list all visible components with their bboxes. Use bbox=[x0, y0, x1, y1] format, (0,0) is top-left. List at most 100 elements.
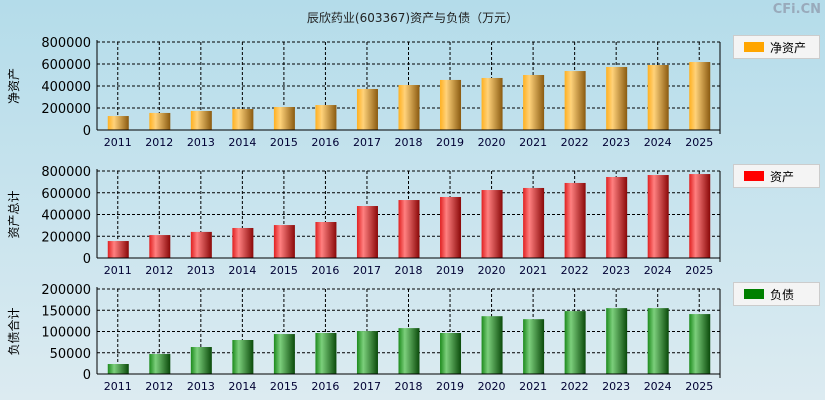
y-axis-label: 负债合计 bbox=[6, 307, 21, 355]
bar-2018 bbox=[398, 328, 420, 374]
bar-2015 bbox=[273, 225, 295, 258]
x-tick-label: 2016 bbox=[311, 380, 339, 393]
x-tick-label: 2014 bbox=[228, 264, 256, 277]
bar-2022 bbox=[564, 182, 586, 258]
bar-2020 bbox=[481, 316, 503, 374]
x-tick-label: 2011 bbox=[104, 380, 132, 393]
x-tick-label: 2017 bbox=[353, 136, 381, 149]
x-tick-label: 2016 bbox=[311, 136, 339, 149]
legend-label: 负债 bbox=[770, 287, 795, 302]
bar-2024 bbox=[647, 64, 669, 130]
legend-0: 净资产 bbox=[733, 35, 820, 59]
x-tick-label: 2012 bbox=[145, 264, 173, 277]
bar-2018 bbox=[398, 85, 420, 130]
brand-logo: CFi.CN bbox=[772, 2, 821, 17]
bar-2017 bbox=[356, 331, 378, 374]
bar-2019 bbox=[440, 332, 462, 374]
panel-1: 0 200000 400000 600000 800000 2011 2012 2013 201… bbox=[7, 165, 721, 277]
x-tick-label: 2019 bbox=[436, 380, 464, 393]
bar-2012 bbox=[149, 235, 171, 258]
y-axis-label: 净资产 bbox=[7, 68, 21, 104]
x-tick-label: 2020 bbox=[478, 380, 506, 393]
bar-2019 bbox=[440, 79, 462, 130]
y-tick-label: 200000 bbox=[41, 283, 91, 298]
x-tick-label: 2020 bbox=[478, 136, 506, 149]
bar-2011 bbox=[107, 364, 129, 374]
x-tick-label: 2024 bbox=[644, 136, 672, 149]
legend-label: 资产 bbox=[770, 169, 795, 184]
x-tick-label: 2012 bbox=[145, 136, 173, 149]
x-tick-label: 2019 bbox=[436, 136, 464, 149]
y-tick-label: 800000 bbox=[41, 36, 91, 51]
x-tick-label: 2021 bbox=[519, 380, 547, 393]
x-tick-label: 2016 bbox=[311, 264, 339, 277]
x-tick-label: 2015 bbox=[270, 264, 298, 277]
x-tick-label: 2018 bbox=[395, 380, 423, 393]
bar-2016 bbox=[315, 105, 337, 130]
x-tick-label: 2014 bbox=[228, 380, 256, 393]
bar-2020 bbox=[481, 190, 503, 258]
x-tick-label: 2013 bbox=[187, 136, 215, 149]
bar-2016 bbox=[315, 222, 337, 258]
bar-2012 bbox=[149, 112, 171, 130]
x-tick-label: 2018 bbox=[395, 264, 423, 277]
bar-2021 bbox=[523, 319, 545, 374]
bar-2017 bbox=[356, 206, 378, 258]
x-tick-label: 2022 bbox=[561, 136, 589, 149]
chart-title: 辰欣药业(603367)资产与负债（万元） bbox=[306, 11, 519, 25]
y-tick-label: 200000 bbox=[41, 230, 91, 245]
y-tick-label: 200000 bbox=[41, 102, 91, 117]
bar-2018 bbox=[398, 200, 420, 258]
bar-2024 bbox=[647, 308, 669, 374]
x-tick-label: 2022 bbox=[561, 380, 589, 393]
x-tick-label: 2011 bbox=[104, 264, 132, 277]
x-tick-label: 2024 bbox=[644, 264, 672, 277]
bar-2012 bbox=[149, 354, 171, 374]
x-tick-label: 2019 bbox=[436, 264, 464, 277]
x-tick-label: 2013 bbox=[187, 264, 215, 277]
y-tick-label: 0 bbox=[83, 124, 91, 139]
y-tick-label: 600000 bbox=[41, 58, 91, 73]
x-tick-label: 2015 bbox=[270, 136, 298, 149]
bar-2023 bbox=[606, 66, 628, 130]
bar-2024 bbox=[647, 175, 669, 258]
x-tick-label: 2012 bbox=[145, 380, 173, 393]
x-tick-label: 2011 bbox=[104, 136, 132, 149]
y-tick-label: 600000 bbox=[41, 187, 91, 202]
bar-2017 bbox=[356, 88, 378, 130]
bar-2011 bbox=[107, 116, 129, 130]
bar-2014 bbox=[232, 108, 254, 130]
bar-2022 bbox=[564, 311, 586, 374]
legend-1: 资产 bbox=[733, 164, 820, 188]
y-axis-label: 资产总计 bbox=[7, 190, 21, 238]
bar-2013 bbox=[190, 231, 212, 258]
legend-2: 负债 bbox=[733, 282, 820, 306]
x-tick-label: 2017 bbox=[353, 264, 381, 277]
y-tick-label: 150000 bbox=[41, 304, 91, 319]
bar-2023 bbox=[606, 176, 628, 258]
bar-2022 bbox=[564, 71, 586, 130]
x-tick-label: 2020 bbox=[478, 264, 506, 277]
y-tick-label: 800000 bbox=[41, 165, 91, 180]
y-tick-label: 0 bbox=[83, 252, 91, 267]
bar-2013 bbox=[190, 347, 212, 374]
x-tick-label: 2023 bbox=[602, 136, 630, 149]
x-tick-label: 2025 bbox=[685, 136, 713, 149]
x-tick-label: 2025 bbox=[685, 380, 713, 393]
bar-2015 bbox=[273, 334, 295, 374]
x-tick-label: 2017 bbox=[353, 380, 381, 393]
x-tick-label: 2013 bbox=[187, 380, 215, 393]
x-tick-label: 2025 bbox=[685, 264, 713, 277]
x-tick-label: 2021 bbox=[519, 264, 547, 277]
bar-2011 bbox=[107, 241, 129, 258]
y-tick-label: 50000 bbox=[50, 347, 91, 362]
bar-2021 bbox=[523, 75, 545, 130]
bar-2025 bbox=[689, 314, 711, 374]
x-tick-label: 2018 bbox=[395, 136, 423, 149]
legend-swatch bbox=[744, 42, 764, 52]
x-tick-label: 2015 bbox=[270, 380, 298, 393]
legend-label: 净资产 bbox=[770, 40, 807, 55]
x-tick-label: 2021 bbox=[519, 136, 547, 149]
y-tick-label: 0 bbox=[83, 368, 91, 383]
